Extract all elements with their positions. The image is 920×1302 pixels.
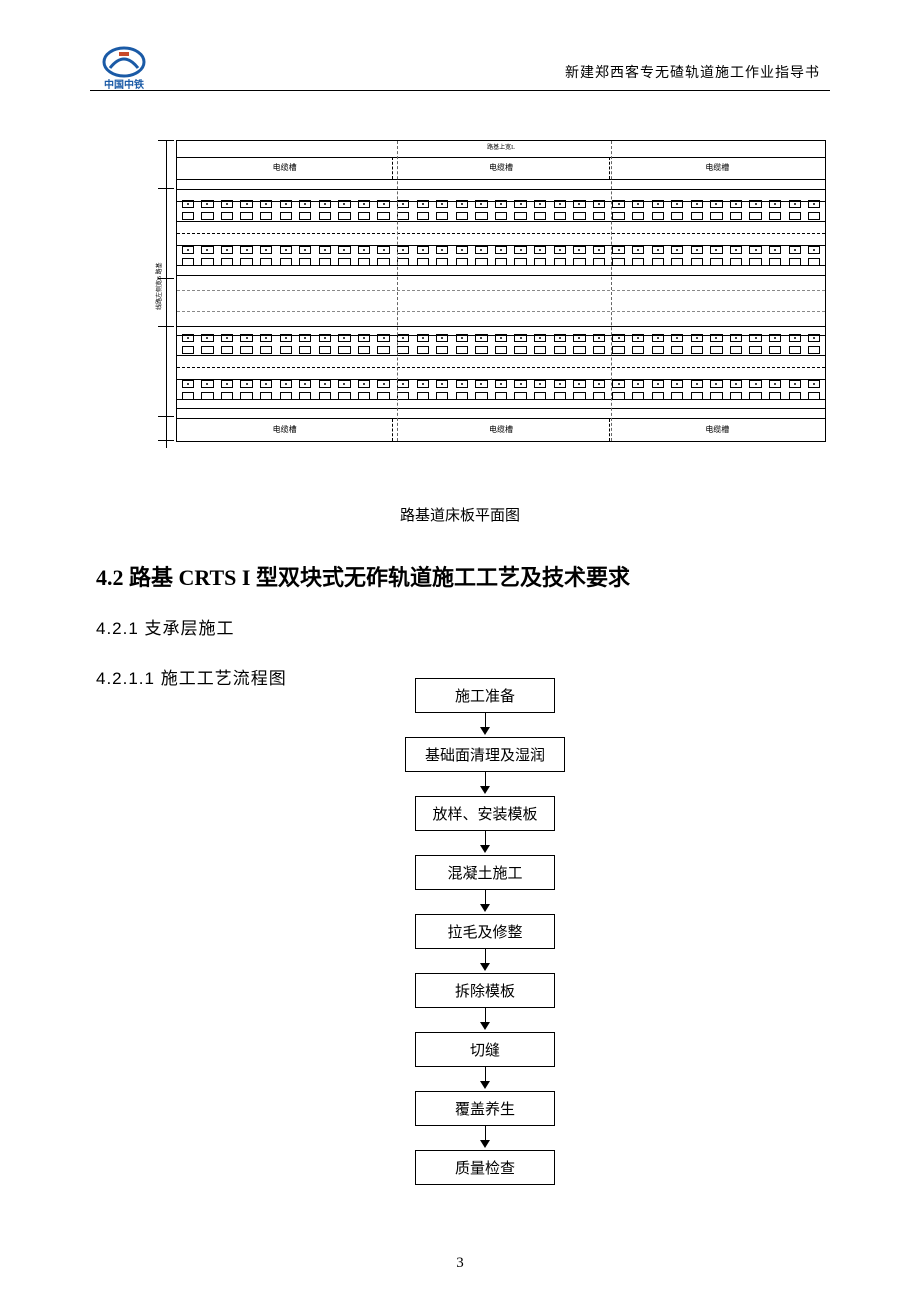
flowchart-arrow [395, 949, 575, 973]
heading-section: 4.2 路基 CRTS I 型双块式无砟轨道施工工艺及技术要求 [96, 560, 630, 592]
plan-view-drawing: 线路左侧宽B 路基 路基上宽L 电缆槽电缆槽电缆槽 电缆槽电缆槽电缆槽 [158, 130, 826, 458]
heading-subsubsection: 4.2.1.1 施工工艺流程图 [96, 664, 287, 689]
plan-view-caption: 路基道床板平面图 [0, 504, 920, 525]
middle-gap [177, 275, 825, 327]
rail-line [177, 201, 825, 202]
flowchart-arrow [395, 890, 575, 914]
flowchart-arrow [395, 713, 575, 737]
rail-line [177, 245, 825, 246]
flowchart-arrow [395, 831, 575, 855]
section-divider [611, 141, 612, 441]
flowchart-node: 质量检查 [415, 1150, 555, 1185]
flowchart-node: 施工准备 [415, 678, 555, 713]
flowchart-arrow [395, 772, 575, 796]
rail-line [177, 379, 825, 380]
flowchart-node: 覆盖养生 [415, 1091, 555, 1126]
flowchart-arrow [395, 1008, 575, 1032]
cable-channel-cell: 电缆槽 [393, 419, 609, 441]
flowchart-node: 基础面清理及湿润 [405, 737, 565, 772]
cable-channel-cell: 电缆槽 [177, 157, 393, 179]
flowchart-arrow [395, 1067, 575, 1091]
left-annotation: 线路左侧宽B 路基 [154, 262, 163, 310]
plan-top-title: 路基上宽L [177, 142, 825, 151]
heading-subsection: 4.2.1 支承层施工 [96, 614, 235, 639]
header-document-title: 新建郑西客专无碴轨道施工作业指导书 [565, 62, 820, 82]
process-flowchart: 施工准备基础面清理及湿润放样、安装模板混凝土施工拉毛及修整拆除模板切缝覆盖养生质… [395, 678, 575, 1185]
flowchart-node: 拆除模板 [415, 973, 555, 1008]
rail-line [177, 221, 825, 222]
spacer-top [177, 179, 825, 190]
track-centerline [177, 367, 825, 368]
rail-line [177, 399, 825, 400]
flowchart-arrow [395, 1126, 575, 1150]
cable-channel-cell: 电缆槽 [610, 157, 825, 179]
track-centerline [177, 233, 825, 234]
logo: 中国中铁 [96, 44, 152, 92]
cable-channel-cell: 电缆槽 [177, 419, 393, 441]
page: 中国中铁 新建郑西客专无碴轨道施工作业指导书 线路左侧宽B 路基 路基上宽L 电… [0, 0, 920, 1302]
section-divider [397, 141, 398, 441]
flowchart-node: 混凝土施工 [415, 855, 555, 890]
plan-top-bar: 路基上宽L [177, 141, 825, 158]
track-group-bottom [177, 325, 825, 409]
rail-line [177, 335, 825, 336]
rail-line [177, 355, 825, 356]
cable-channel-row-bottom: 电缆槽电缆槽电缆槽 [177, 418, 825, 441]
cable-channel-cell: 电缆槽 [610, 419, 825, 441]
cable-channel-row-top: 电缆槽电缆槽电缆槽 [177, 157, 825, 180]
rail-line [177, 265, 825, 266]
flowchart-node: 切缝 [415, 1032, 555, 1067]
header-rule [90, 90, 830, 91]
flowchart-node: 拉毛及修整 [415, 914, 555, 949]
page-number: 3 [0, 1255, 920, 1272]
flowchart-node: 放样、安装模板 [415, 796, 555, 831]
cable-channel-cell: 电缆槽 [393, 157, 609, 179]
plan-outer-frame: 路基上宽L 电缆槽电缆槽电缆槽 电缆槽电缆槽电缆槽 [176, 140, 826, 442]
track-group-top [177, 191, 825, 275]
